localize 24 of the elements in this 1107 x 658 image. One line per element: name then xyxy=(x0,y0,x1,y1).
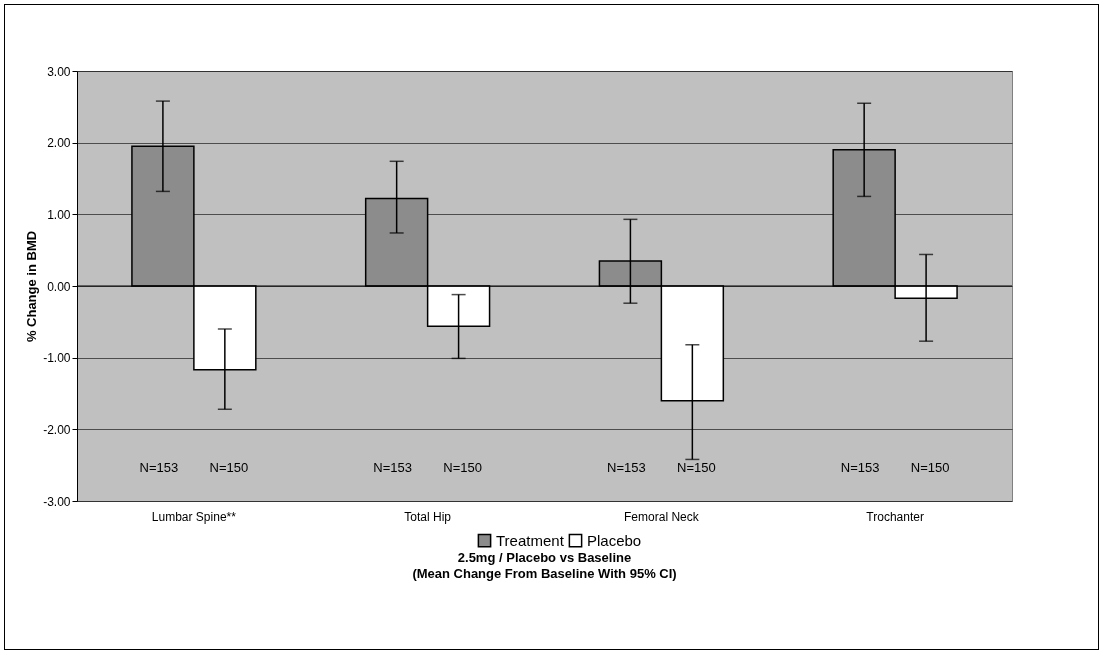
annotation: N=150 xyxy=(443,460,482,475)
y-tick-label: -3.00 xyxy=(43,494,71,509)
text: (Mean Change From Baseline With 95% CI) xyxy=(412,566,677,581)
annotation: N=153 xyxy=(373,460,412,475)
x-tick-label: Total Hip xyxy=(404,509,452,524)
annotation: N=153 xyxy=(139,460,179,475)
y-axis-title: % Change in BMD xyxy=(24,230,40,343)
annotation: N=150 xyxy=(910,460,950,475)
y-tick-label: 0.00 xyxy=(47,279,71,294)
x-tick-label: Trochanter xyxy=(866,509,924,524)
annotation: N=150 xyxy=(209,460,249,475)
annotation: N=153 xyxy=(840,460,880,475)
x-tick-label: Lumbar Spine** xyxy=(151,509,237,524)
y-tick-label: 2.00 xyxy=(47,136,71,151)
y-tick-label: 3.00 xyxy=(47,64,71,79)
y-tick-label: -2.00 xyxy=(43,422,71,437)
annotation: N=153 xyxy=(607,460,646,475)
legend-label: Treatment xyxy=(496,531,565,549)
x-tick-label: Femoral Neck xyxy=(624,509,700,524)
y-tick-label: -1.00 xyxy=(43,351,71,366)
legend-label: Placebo xyxy=(587,531,642,549)
y-tick-label: 1.00 xyxy=(47,207,71,222)
text: 2.5mg / Placebo vs Baseline xyxy=(457,550,632,565)
annotation: N=150 xyxy=(677,460,716,475)
